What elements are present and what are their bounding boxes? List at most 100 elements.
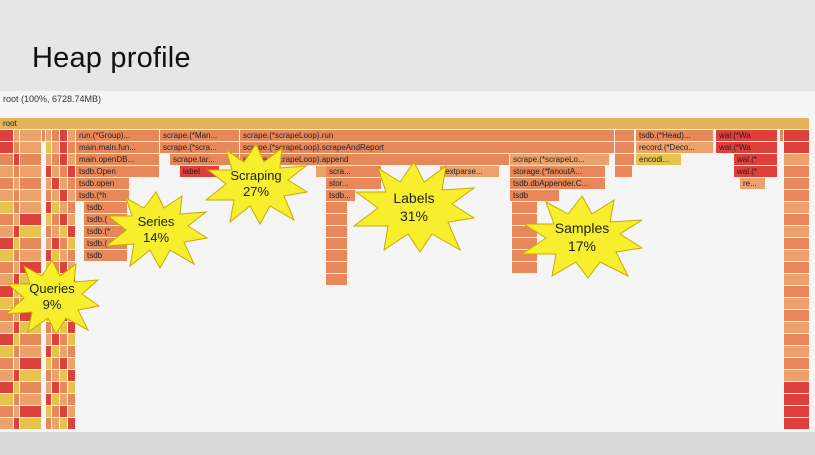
frame-q6-1[interactable] xyxy=(14,190,20,202)
frame-col-g-7[interactable] xyxy=(68,202,76,214)
frame-col-a-25[interactable] xyxy=(0,418,14,430)
frame-col-d-21[interactable] xyxy=(46,370,52,382)
frame-col-b-23[interactable] xyxy=(14,394,20,406)
frame-col-b-19[interactable] xyxy=(14,346,20,358)
frame-col-a-13[interactable] xyxy=(0,274,14,286)
frame-tsdb-6[interactable]: tsdb xyxy=(510,190,560,202)
frame-q5-2[interactable] xyxy=(20,178,42,190)
frame-col-b-24[interactable] xyxy=(14,406,20,418)
frame-main-main[interactable]: main.main.fun... xyxy=(76,142,160,154)
frame-col-a-7[interactable] xyxy=(0,202,14,214)
frame-col-b-10[interactable] xyxy=(14,238,20,250)
frame-tsdb-stack-4[interactable]: tsdb xyxy=(84,250,128,262)
frame-col-c-10[interactable] xyxy=(20,238,42,250)
frame-q2-0[interactable] xyxy=(0,142,14,154)
frame-col-d-24[interactable] xyxy=(46,406,52,418)
frame-right-col-18[interactable] xyxy=(784,334,810,346)
frame-col-e-23[interactable] xyxy=(52,394,60,406)
frame-col-d-7[interactable] xyxy=(46,202,52,214)
frame-block[interactable] xyxy=(615,130,635,142)
frame-col-f-9[interactable] xyxy=(60,226,68,238)
frame-q4-5[interactable] xyxy=(60,166,68,178)
frame-q2-5[interactable] xyxy=(60,142,68,154)
frame-col-a-18[interactable] xyxy=(0,334,14,346)
frame-q5-4[interactable] xyxy=(52,178,60,190)
frame-q6-0[interactable] xyxy=(0,190,14,202)
frame-tsdb-stack-0[interactable]: tsdb. xyxy=(84,202,128,214)
frame-col-b-25[interactable] xyxy=(14,418,20,430)
frame-fanout[interactable]: storage.(*fanoutA... xyxy=(510,166,606,178)
frame-tsdb-open-lower[interactable]: tsdb.open xyxy=(76,178,130,190)
frame-queries-7[interactable] xyxy=(68,130,76,142)
frame-col-b-18[interactable] xyxy=(14,334,20,346)
frame-col-e-24[interactable] xyxy=(52,406,60,418)
frame-col-c-24[interactable] xyxy=(20,406,42,418)
frame-wal-3[interactable]: wal.(* xyxy=(734,154,778,166)
frame-col-f-20[interactable] xyxy=(60,358,68,370)
frame-q4-1[interactable] xyxy=(14,166,20,178)
frame-col-d-23[interactable] xyxy=(46,394,52,406)
frame-stor-stack-8[interactable] xyxy=(326,214,348,226)
frame-col-f-18[interactable] xyxy=(60,334,68,346)
frame-col-e-25[interactable] xyxy=(52,418,60,430)
frame-right-4[interactable] xyxy=(784,166,810,178)
frame-col-a-19[interactable] xyxy=(0,346,14,358)
frame-tsdb-head[interactable]: tsdb.(*Head)... xyxy=(636,130,714,142)
frame-col-c-18[interactable] xyxy=(20,334,42,346)
frame-right-col-8[interactable] xyxy=(784,214,810,226)
frame-col-b-12[interactable] xyxy=(14,262,20,274)
frame-block-3[interactable] xyxy=(615,154,635,166)
frame-col-a-21[interactable] xyxy=(0,370,14,382)
frame-col-c-7[interactable] xyxy=(20,202,42,214)
frame-scrapelo[interactable]: scrape.(*scrapeLo... xyxy=(510,154,610,166)
frame-q2-3[interactable] xyxy=(46,142,52,154)
frame-col-g-10[interactable] xyxy=(68,238,76,250)
frame-thin-1[interactable] xyxy=(780,130,784,142)
frame-queries-4[interactable] xyxy=(46,130,52,142)
frame-q2-2[interactable] xyxy=(20,142,42,154)
frame-q4-2[interactable] xyxy=(20,166,42,178)
frame-col-d-20[interactable] xyxy=(46,358,52,370)
frame-right-5[interactable] xyxy=(784,178,810,190)
frame-queries-2[interactable] xyxy=(20,130,42,142)
frame-col-d-17[interactable] xyxy=(46,322,52,334)
frame-col-a-17[interactable] xyxy=(0,322,14,334)
frame-q6-4[interactable] xyxy=(52,190,60,202)
frame-right-col-17[interactable] xyxy=(784,322,810,334)
frame-q4-3[interactable] xyxy=(46,166,52,178)
frame-scrape-report[interactable]: scrape.(*scrapeLoop).scrapeAndReport xyxy=(240,142,615,154)
frame-tsdb-short[interactable]: tsdb... xyxy=(326,190,356,202)
frame-col-f-23[interactable] xyxy=(60,394,68,406)
frame-right-red-2[interactable] xyxy=(784,142,810,154)
frame-q6-5[interactable] xyxy=(60,190,68,202)
frame-col-b-16[interactable] xyxy=(14,310,20,322)
frame-dbappender[interactable]: tsdb.dbAppender.C... xyxy=(510,178,606,190)
frame-right-col-11[interactable] xyxy=(784,250,810,262)
frame-tsdb-p[interactable]: tsdb.(*h xyxy=(76,190,130,202)
frame-stor-stack-12[interactable] xyxy=(326,262,348,274)
frame-right-col-10[interactable] xyxy=(784,238,810,250)
frame-queries-5[interactable] xyxy=(52,130,60,142)
frame-q3-0[interactable] xyxy=(0,154,14,166)
frame-main-opendb[interactable]: main.openDB... xyxy=(76,154,160,166)
frame-queries-3[interactable] xyxy=(42,130,46,142)
frame-col-a-9[interactable] xyxy=(0,226,14,238)
frame-scrape-manager[interactable]: scrape.(*Man... xyxy=(160,130,240,142)
frame-col-c-22[interactable] xyxy=(20,382,42,394)
frame-col-c-11[interactable] xyxy=(20,250,42,262)
frame-col-e-9[interactable] xyxy=(52,226,60,238)
frame-right-col-19[interactable] xyxy=(784,346,810,358)
frame-col-g-22[interactable] xyxy=(68,382,76,394)
frame-q5-3[interactable] xyxy=(46,178,52,190)
frame-col-d-18[interactable] xyxy=(46,334,52,346)
frame-col-g-24[interactable] xyxy=(68,406,76,418)
frame-encodi[interactable]: encodi... xyxy=(636,154,682,166)
frame-stor-stack-11[interactable] xyxy=(326,250,348,262)
frame-col-g-25[interactable] xyxy=(68,418,76,430)
frame-right-3[interactable] xyxy=(784,154,810,166)
frame-queries-0[interactable] xyxy=(0,130,14,142)
frame-stor-stack-9[interactable] xyxy=(326,226,348,238)
frame-col-e-22[interactable] xyxy=(52,382,60,394)
frame-col-f-21[interactable] xyxy=(60,370,68,382)
frame-col-f-22[interactable] xyxy=(60,382,68,394)
